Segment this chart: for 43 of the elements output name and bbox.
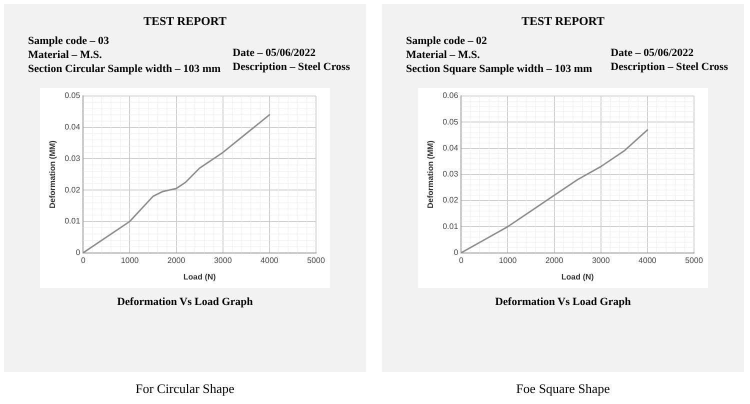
x-axis-title: Load (N) bbox=[561, 272, 594, 282]
x-tick-label: 2000 bbox=[167, 256, 186, 265]
text: Material – M.S. bbox=[28, 48, 103, 62]
x-tick-label: 3000 bbox=[214, 256, 232, 265]
y-tick-label: 0 bbox=[454, 248, 459, 258]
y-tick-label: 0.02 bbox=[64, 185, 81, 194]
text: Description – Steel Cross bbox=[610, 60, 728, 74]
x-tick-label: 1000 bbox=[498, 256, 518, 265]
y-tick-label: 0.03 bbox=[64, 154, 81, 163]
x-tick-label: 4000 bbox=[638, 256, 657, 265]
y-tick-label: 0.01 bbox=[64, 216, 81, 226]
y-tick-label: 0.03 bbox=[442, 170, 459, 179]
y-axis-title: Deformation (MM) bbox=[426, 140, 436, 208]
text: Description – Steel Cross bbox=[232, 60, 350, 74]
y-tick-label: 0.04 bbox=[64, 122, 81, 132]
text: Sample code – 03 bbox=[28, 34, 110, 48]
text: Material – M.S. bbox=[406, 48, 481, 62]
x-tick-label: 5000 bbox=[307, 256, 326, 265]
x-tick-label: 3000 bbox=[592, 256, 610, 265]
y-axis-title: Deformation (MM) bbox=[48, 140, 58, 208]
x-tick-label: 2000 bbox=[545, 256, 564, 265]
x-axis-title: Load (N) bbox=[183, 272, 216, 282]
x-tick-label: 1000 bbox=[120, 256, 140, 265]
y-tick-label: 0.05 bbox=[442, 117, 459, 126]
y-tick-label: 0.02 bbox=[442, 196, 459, 205]
text: Sample code – 02 bbox=[406, 34, 488, 48]
text: For Circular Shape bbox=[134, 381, 236, 397]
x-tick-label: 4000 bbox=[260, 256, 279, 265]
text: Section Square Sample width – 103 mm bbox=[406, 62, 592, 76]
chart-title: TEST REPORT bbox=[520, 14, 606, 29]
text: Foe Square Shape bbox=[515, 381, 611, 397]
text: Date – 05/06/2022 bbox=[232, 46, 317, 60]
text: Deformation Vs Load Graph bbox=[116, 296, 254, 308]
y-tick-label: 0 bbox=[76, 248, 81, 258]
y-tick-label: 0.01 bbox=[442, 222, 459, 231]
text: Deformation Vs Load Graph bbox=[494, 296, 632, 308]
chart-title: TEST REPORT bbox=[142, 14, 228, 29]
x-tick-label: 5000 bbox=[685, 256, 704, 265]
y-tick-label: 0.06 bbox=[442, 91, 459, 100]
text: Date – 05/06/2022 bbox=[610, 46, 695, 60]
y-tick-label: 0.04 bbox=[442, 143, 459, 152]
y-tick-label: 0.05 bbox=[64, 91, 81, 100]
text: Section Circular Sample width – 103 mm bbox=[28, 62, 221, 76]
